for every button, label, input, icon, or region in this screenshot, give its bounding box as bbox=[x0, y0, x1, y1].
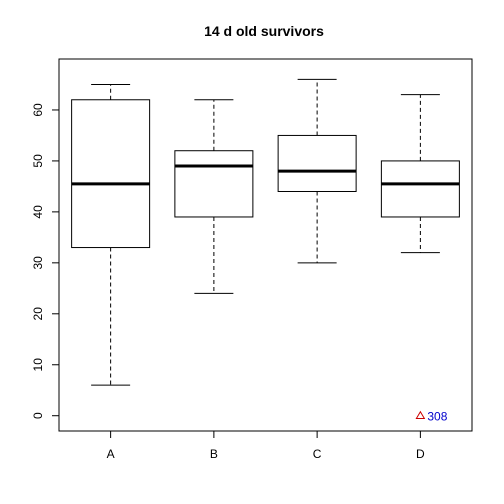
y-tick-label: 20 bbox=[31, 307, 45, 321]
y-tick-label: 10 bbox=[31, 358, 45, 372]
box-b bbox=[174, 99, 254, 294]
outlier-label: 308 bbox=[427, 410, 447, 424]
interquartile-box bbox=[277, 134, 357, 192]
interquartile-box bbox=[380, 160, 460, 218]
x-tick-label: B bbox=[210, 447, 218, 461]
x-tick-label: C bbox=[313, 447, 322, 461]
interquartile-box bbox=[71, 99, 151, 249]
y-tick-label: 50 bbox=[31, 154, 45, 168]
y-tick-label: 0 bbox=[31, 412, 45, 419]
outlier-triangle bbox=[415, 410, 426, 420]
boxes bbox=[71, 78, 460, 386]
y-tick-label: 60 bbox=[31, 103, 45, 117]
outliers: 308 bbox=[415, 410, 448, 424]
chart-title: 14 d old survivors bbox=[204, 23, 324, 39]
interquartile-box bbox=[174, 150, 254, 218]
y-tick-label: 30 bbox=[31, 256, 45, 270]
box-c bbox=[277, 78, 357, 264]
y-axis: 0 10 20 30 40 50 60 bbox=[31, 103, 60, 419]
y-tick-label: 40 bbox=[31, 205, 45, 219]
x-tick-label: D bbox=[416, 447, 425, 461]
box-a bbox=[71, 83, 151, 386]
x-axis: A B C D bbox=[107, 430, 425, 461]
box-d bbox=[380, 94, 460, 254]
x-tick-label: A bbox=[107, 447, 115, 461]
